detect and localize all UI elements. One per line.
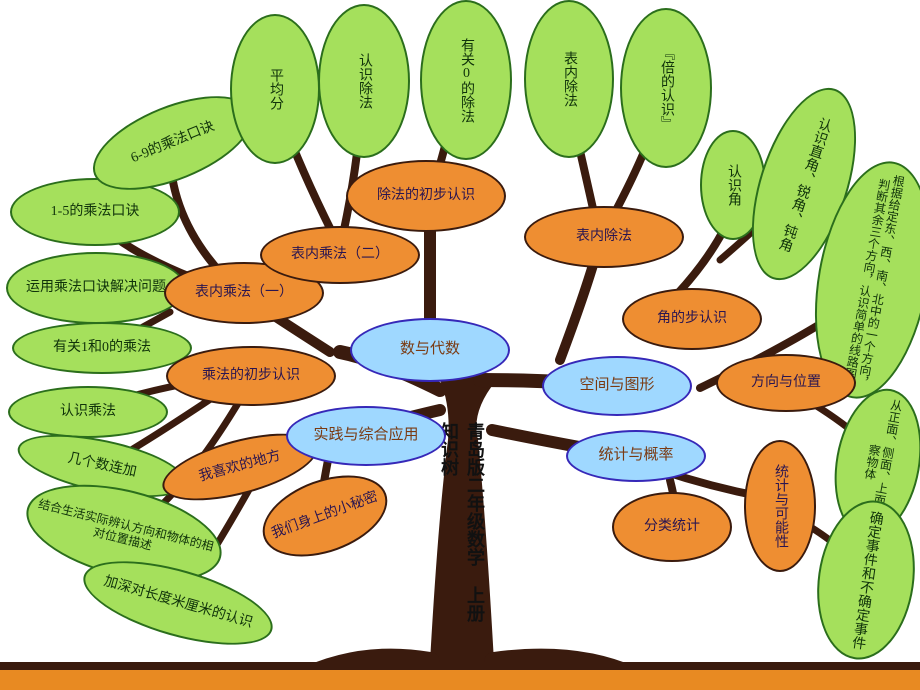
ground [0, 662, 920, 690]
node-green-bei: 『倍的认识』 [620, 8, 712, 168]
node-green-use_mul: 运用乘法口诀解决问题 [6, 252, 186, 324]
node-blue-practice: 实践与综合应用 [286, 406, 446, 466]
node-orange-mul_init: 乘法的初步认识 [166, 346, 336, 406]
node-orange-div_in: 表内除法 [524, 206, 684, 268]
node-green-pingjunfen: 平均分 [230, 14, 320, 164]
node-orange-classify: 分类统计 [612, 492, 732, 562]
trunk-title: 青岛版二年级数学 上册 知识树 [440, 422, 488, 632]
node-green-renshi_mul: 认识乘法 [8, 386, 168, 438]
knowledge-tree-diagram: 青岛版二年级数学 上册 知识树 1-5的乘法口诀6-9的乘法口诀平均分认识除法有… [0, 0, 920, 690]
node-orange-div_init: 除法的初步认识 [346, 160, 506, 232]
node-green-renshi_chu: 认识除法 [318, 4, 410, 158]
node-orange-mul2: 表内乘法（二） [260, 226, 420, 284]
node-green-15: 1-5的乘法口诀 [10, 178, 180, 246]
node-green-zero_div: 有关0的除法 [420, 0, 512, 160]
node-blue-space: 空间与图形 [542, 356, 692, 416]
node-green-certain: 确定事件和不确定事件 [807, 494, 920, 666]
node-orange-angle_init: 角的步认识 [622, 288, 762, 350]
node-orange-dir: 方向与位置 [716, 354, 856, 412]
node-green-bi_nei_chu: 表内除法 [524, 0, 614, 158]
trunk-title-text: 青岛版二年级数学 上册 知识树 [439, 422, 485, 622]
node-blue-numalg: 数与代数 [350, 318, 510, 382]
node-orange-stat_poss: 统计与可能性 [744, 440, 816, 572]
node-blue-stats: 统计与概率 [566, 430, 706, 482]
node-green-10mul: 有关1和0的乘法 [12, 322, 192, 374]
